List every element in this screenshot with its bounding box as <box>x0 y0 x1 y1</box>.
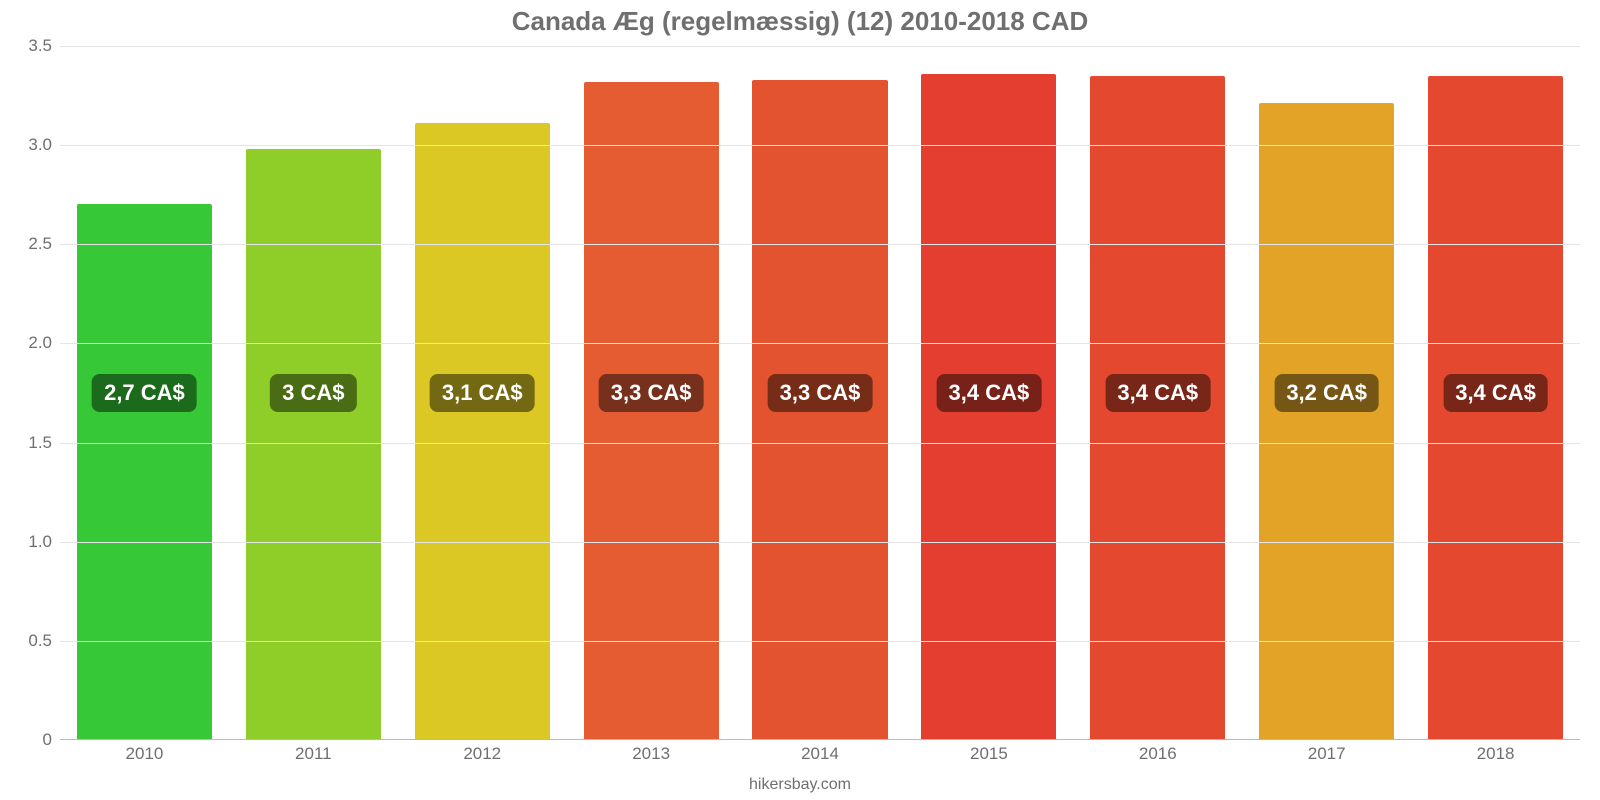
y-tick-label: 0.5 <box>4 631 52 651</box>
gridline <box>60 46 1580 47</box>
bar-value-label: 3,4 CA$ <box>1105 374 1210 412</box>
bar-slot: 3,3 CA$ <box>736 46 905 739</box>
x-tick-label: 2018 <box>1411 744 1580 764</box>
y-tick-label: 2.0 <box>4 333 52 353</box>
bar-value-label: 3,3 CA$ <box>768 374 873 412</box>
bar-value-label: 3,1 CA$ <box>430 374 535 412</box>
gridline <box>60 343 1580 344</box>
bar <box>1259 103 1394 739</box>
y-tick-label: 1.0 <box>4 532 52 552</box>
bar-value-label: 3,4 CA$ <box>937 374 1042 412</box>
y-tick-label: 3.0 <box>4 135 52 155</box>
bar-value-label: 2,7 CA$ <box>92 374 197 412</box>
bar-value-label: 3,2 CA$ <box>1274 374 1379 412</box>
y-tick-label: 0 <box>4 730 52 750</box>
bars-container: 2,7 CA$ 3 CA$ 3,1 CA$ 3,3 CA$ 3,3 CA$ 3,4 CA$… <box>60 46 1580 739</box>
credit-text: hikersbay.com <box>0 776 1600 794</box>
bar-slot: 3 CA$ <box>229 46 398 739</box>
x-tick-label: 2011 <box>229 744 398 764</box>
y-tick-label: 3.5 <box>4 36 52 56</box>
bar-value-label: 3 CA$ <box>270 374 356 412</box>
bar-slot: 2,7 CA$ <box>60 46 229 739</box>
plot-area: 2,7 CA$ 3 CA$ 3,1 CA$ 3,3 CA$ 3,3 CA$ 3,4 CA$… <box>60 46 1580 740</box>
x-tick-label: 2017 <box>1242 744 1411 764</box>
bar <box>415 123 550 739</box>
gridline <box>60 542 1580 543</box>
gridline <box>60 145 1580 146</box>
x-tick-label: 2015 <box>904 744 1073 764</box>
bar-slot: 3,1 CA$ <box>398 46 567 739</box>
bar-value-label: 3,3 CA$ <box>599 374 704 412</box>
bar <box>246 149 381 739</box>
bar-value-label: 3,4 CA$ <box>1443 374 1548 412</box>
x-tick-label: 2010 <box>60 744 229 764</box>
bar-slot: 3,4 CA$ <box>904 46 1073 739</box>
bar-slot: 3,3 CA$ <box>567 46 736 739</box>
bar <box>77 204 212 739</box>
gridline <box>60 244 1580 245</box>
x-tick-label: 2013 <box>567 744 736 764</box>
chart-title: Canada Æg (regelmæssig) (12) 2010-2018 C… <box>0 6 1600 37</box>
bar-slot: 3,2 CA$ <box>1242 46 1411 739</box>
x-tick-label: 2012 <box>398 744 567 764</box>
y-tick-label: 1.5 <box>4 433 52 453</box>
bar-slot: 3,4 CA$ <box>1411 46 1580 739</box>
x-tick-label: 2016 <box>1073 744 1242 764</box>
y-tick-label: 2.5 <box>4 234 52 254</box>
bar-slot: 3,4 CA$ <box>1073 46 1242 739</box>
gridline <box>60 641 1580 642</box>
bar-chart: Canada Æg (regelmæssig) (12) 2010-2018 C… <box>0 0 1600 800</box>
x-tick-label: 2014 <box>736 744 905 764</box>
gridline <box>60 443 1580 444</box>
x-axis-labels: 201020112012201320142015201620172018 <box>60 744 1580 764</box>
